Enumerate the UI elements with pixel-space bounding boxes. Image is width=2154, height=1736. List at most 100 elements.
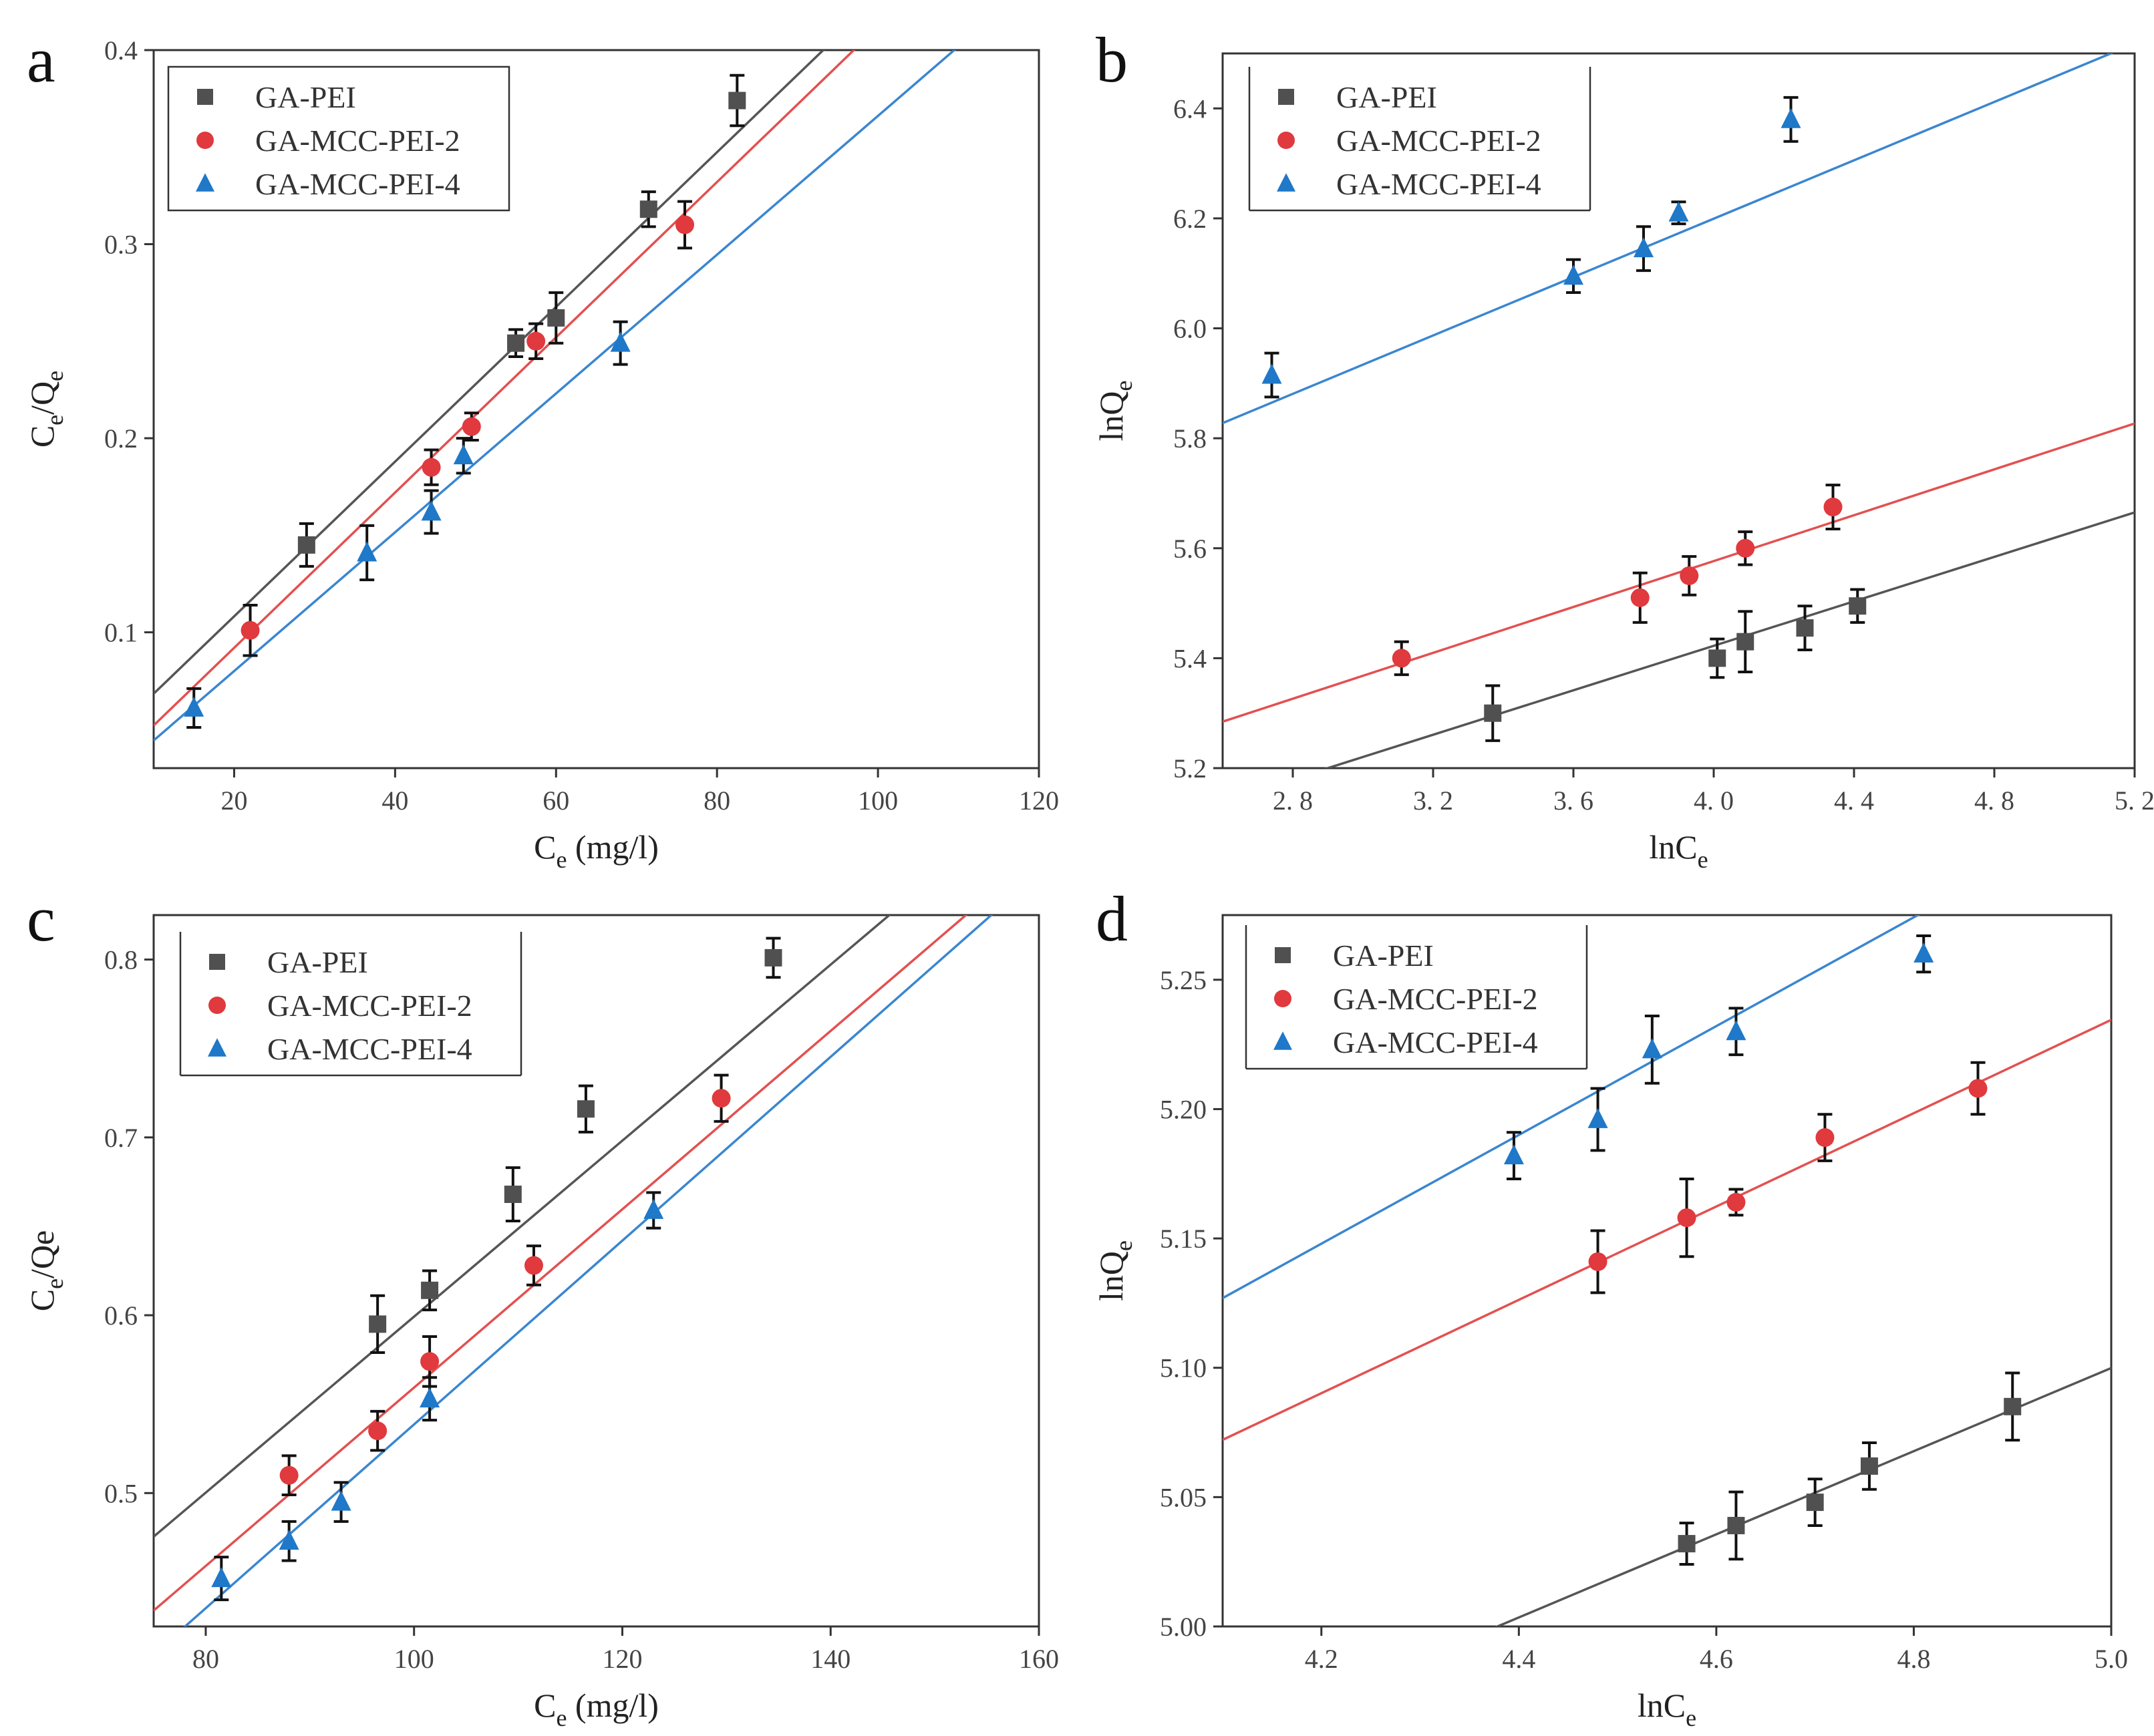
data-point-ga-mcc-pei-2 xyxy=(1630,588,1650,607)
x-tick-label: 80 xyxy=(704,786,730,816)
legend: GA-PEI GA-MCC-PEI-2 GA-MCC-PEI-4 xyxy=(167,65,510,212)
y-tick-label: 0.4 xyxy=(104,35,138,65)
y-axis-title: Ce/Qe xyxy=(23,1230,68,1312)
data-point-ga-mcc-pei-2 xyxy=(1677,1208,1696,1228)
panel-a: 20 40 60 80 100 120 0.1 0.2 0.3 0.4 Ce (mg/l) Ce/Qe… xyxy=(23,35,1059,873)
legend-marker-ga-mcc-pei-2 xyxy=(1274,990,1291,1007)
x-tick-label: 140 xyxy=(810,1644,851,1674)
legend-marker-ga-pei xyxy=(1278,89,1294,105)
legend-marker-ga-mcc-pei-4 xyxy=(1277,173,1295,192)
data-point-ga-mcc-pei-2 xyxy=(675,215,694,234)
y-axis-title: Ce/Qe xyxy=(23,371,68,448)
plot-frame xyxy=(1221,52,2136,769)
data-point-ga-mcc-pei-2 xyxy=(420,1352,440,1371)
data-point-ga-pei xyxy=(297,536,315,554)
fit-line-ga-mcc-pei-4 xyxy=(183,915,993,1626)
panel-c: 80 100 120 140 160 0.5 0.6 0.7 0.8 Ce (mg/l) Ce/Qe… xyxy=(23,914,1059,1731)
data-point-ga-mcc-pei-2 xyxy=(1392,649,1411,668)
fit-line-ga-mcc-pei-2 xyxy=(1223,422,2135,723)
legend-marker-ga-mcc-pei-2 xyxy=(208,997,226,1014)
legend-marker-ga-pei xyxy=(197,89,213,105)
x-tick-label: 4. 4 xyxy=(1834,786,1874,816)
x-tick-label: 100 xyxy=(394,1644,434,1674)
y-tick-label: 0.2 xyxy=(104,423,138,454)
legend-label: GA-MCC-PEI-4 xyxy=(255,167,460,201)
legend-label: GA-MCC-PEI-2 xyxy=(255,124,460,158)
data-point-ga-pei xyxy=(1796,619,1814,637)
y-tick-label: 0.6 xyxy=(104,1300,138,1331)
x-tick-label: 5.0 xyxy=(2095,1644,2128,1674)
x-tick-label: 20 xyxy=(220,786,247,816)
data-point-ga-mcc-pei-4 xyxy=(1261,363,1282,384)
data-point-ga-mcc-pei-2 xyxy=(279,1465,299,1485)
y-tick-label: 6.2 xyxy=(1173,204,1207,234)
data-point-ga-pei xyxy=(1484,704,1502,722)
data-point-ga-mcc-pei-4 xyxy=(211,1567,232,1588)
data-point-ga-mcc-pei-2 xyxy=(462,417,481,436)
data-point-ga-mcc-pei-4 xyxy=(331,1490,351,1511)
y-axis-title: lnQe xyxy=(1092,1240,1137,1301)
legend: GA-PEI GA-MCC-PEI-2 GA-MCC-PEI-4 xyxy=(1245,925,1588,1070)
data-point-ga-mcc-pei-4 xyxy=(184,696,204,717)
x-tick-label: 80 xyxy=(192,1644,219,1674)
data-point-ga-mcc-pei-4 xyxy=(453,444,474,465)
x-tick-label: 160 xyxy=(1019,1644,1059,1674)
x-axis-title: Ce (mg/l) xyxy=(534,828,659,873)
legend-border xyxy=(167,65,510,212)
data-point-ga-mcc-pei-2 xyxy=(241,621,260,640)
legend-label: GA-MCC-PEI-4 xyxy=(1336,167,1541,201)
data-point-ga-pei xyxy=(728,92,746,110)
data-point-ga-mcc-pei-2 xyxy=(1815,1128,1835,1148)
legend-marker-ga-mcc-pei-4 xyxy=(1273,1031,1292,1050)
legend-marker-ga-mcc-pei-2 xyxy=(1277,132,1295,149)
data-point-ga-mcc-pei-2 xyxy=(1736,538,1755,558)
data-point-ga-mcc-pei-2 xyxy=(526,331,546,351)
data-point-ga-mcc-pei-4 xyxy=(1781,108,1801,128)
x-axis-title: Ce (mg/l) xyxy=(534,1687,659,1731)
y-axis-title: lnQe xyxy=(1092,381,1137,442)
data-point-ga-mcc-pei-4 xyxy=(1503,1144,1524,1165)
data-point-ga-pei xyxy=(1727,1516,1745,1534)
data-point-ga-pei xyxy=(1678,1535,1696,1553)
data-point-ga-mcc-pei-2 xyxy=(524,1256,543,1275)
y-tick-label: 5.00 xyxy=(1160,1612,1207,1642)
y-tick-label: 0.5 xyxy=(104,1478,138,1508)
data-point-ga-mcc-pei-2 xyxy=(1680,566,1699,585)
legend-label: GA-MCC-PEI-2 xyxy=(1333,982,1538,1016)
x-tick-label: 120 xyxy=(602,1644,642,1674)
fit-line-ga-pei xyxy=(154,915,891,1538)
y-tick-label: 5.2 xyxy=(1173,753,1207,784)
data-point-ga-pei xyxy=(764,948,782,967)
legend-marker-ga-pei xyxy=(209,954,225,970)
fit-line-ga-mcc-pei-4 xyxy=(154,50,956,741)
data-point-ga-mcc-pei-4 xyxy=(357,541,377,562)
x-tick-label: 4.4 xyxy=(1502,1644,1535,1674)
data-point-ga-mcc-pei-2 xyxy=(368,1421,388,1441)
panel-d: 4.2 4.4 4.6 4.8 5.0 5.00 5.05 5.10 5.15 5.20 5.25 l… xyxy=(1092,914,2128,1731)
x-tick-label: 4.8 xyxy=(1897,1644,1930,1674)
data-point-ga-pei xyxy=(369,1315,387,1333)
data-point-ga-pei xyxy=(2004,1397,2022,1415)
data-point-ga-mcc-pei-4 xyxy=(1642,1038,1662,1059)
x-axis-title: lnCe xyxy=(1638,1687,1696,1731)
y-tick-label: 0.7 xyxy=(104,1123,138,1153)
data-point-ga-mcc-pei-4 xyxy=(1563,265,1583,285)
y-tick-label: 5.15 xyxy=(1160,1224,1207,1254)
data-point-ga-mcc-pei-4 xyxy=(1668,201,1689,222)
legend-label: GA-PEI xyxy=(1336,80,1437,114)
y-tick-label: 0.1 xyxy=(104,618,138,648)
data-point-ga-mcc-pei-2 xyxy=(1588,1252,1607,1271)
y-tick-label: 5.4 xyxy=(1173,643,1207,673)
legend-label: GA-MCC-PEI-4 xyxy=(1333,1025,1538,1059)
data-point-ga-mcc-pei-4 xyxy=(420,1387,440,1408)
plot-frame xyxy=(1221,914,2113,1628)
data-point-ga-mcc-pei-2 xyxy=(712,1089,731,1108)
x-tick-label: 4. 8 xyxy=(1974,786,2014,816)
panel-letter-a: a xyxy=(27,24,55,96)
data-point-ga-pei xyxy=(577,1100,595,1118)
data-point-ga-pei xyxy=(1849,597,1867,615)
chart-area: 20 40 60 80 100 120 0.1 0.2 0.3 0.4 Ce (mg/l) Ce/Qe… xyxy=(23,35,2154,1731)
x-tick-label: 120 xyxy=(1019,786,1059,816)
panel-letter-b: b xyxy=(1096,24,1128,96)
